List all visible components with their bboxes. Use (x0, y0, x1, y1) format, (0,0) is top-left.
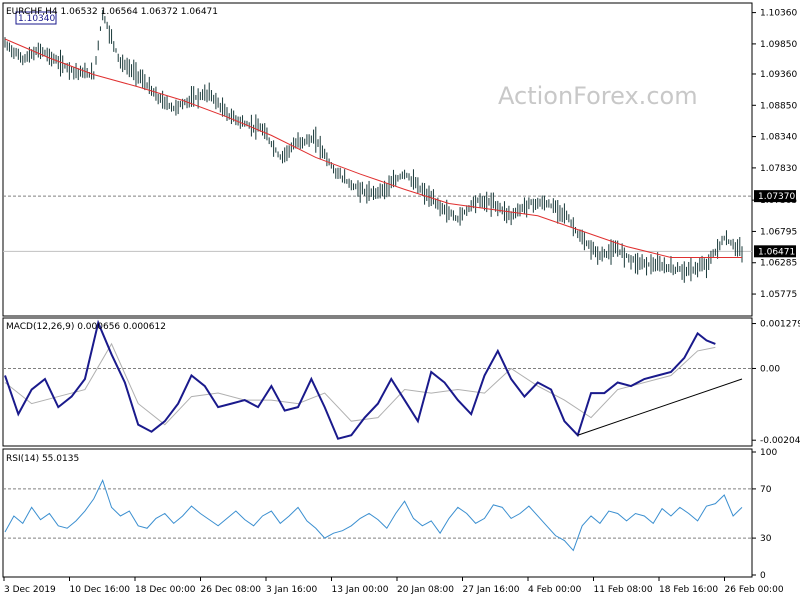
current-price-label: 1.06471 (758, 247, 795, 257)
x-tick-label: 3 Jan 16:00 (266, 585, 318, 595)
level-label-box (754, 190, 796, 203)
ohlc-values: 1.06532 1.06564 1.06372 1.06471 (61, 7, 218, 17)
x-tick-label: 4 Feb 00:00 (528, 585, 582, 595)
price-tick-label: 1.08340 (760, 133, 797, 143)
price-tick-label: 1.07830 (760, 164, 797, 174)
x-tick-label: 18 Feb 16:00 (659, 585, 718, 595)
moving-average-line (4, 38, 742, 259)
x-tick-label: 10 Dec 16:00 (70, 585, 131, 595)
rsi-tick-label: 0 (760, 571, 766, 581)
price-tick-label: 1.09360 (760, 70, 797, 80)
rsi-tick-label: 100 (760, 448, 777, 458)
rsi-tick-label: 70 (760, 485, 772, 495)
x-tick-label: 26 Dec 08:00 (201, 585, 262, 595)
macd-signal-line (4, 342, 716, 426)
rsi-line (4, 478, 743, 552)
macd-line (4, 319, 716, 440)
macd-panel-frame (2, 317, 753, 447)
price-panel-frame (2, 2, 753, 317)
rsi-tick-label: 30 (760, 534, 772, 544)
price-tick-label: 1.06285 (760, 259, 797, 269)
macd-tick-label: 0.001279 (760, 320, 800, 330)
symbol-label: EURCHF,H4 1.06532 1.06564 1.06372 1.0647… (6, 7, 218, 17)
x-axis: 3 Dec 2019 10 Dec 16:00 18 Dec 00:00 26 Dec… (3, 577, 784, 595)
x-tick-label: 27 Jan 16:00 (463, 585, 520, 595)
x-tick-label: 3 Dec 2019 (4, 585, 56, 595)
price-tick-label: 1.06795 (760, 227, 797, 237)
rsi-panel: 100 70 30 0 (3, 448, 777, 581)
macd-tick-label: 0.00 (760, 364, 780, 374)
macd-label: MACD(12,26,9) 0.000656 0.000612 (6, 322, 166, 332)
high-marker-label: 1.10340 (18, 14, 55, 24)
high-marker-box (15, 11, 57, 25)
watermark: ActionForex.com (498, 82, 698, 110)
macd-panel: 0.001279 0.00 -0.002042 (3, 319, 800, 446)
macd-trendline (577, 378, 743, 436)
price-tick-label: 1.10360 (760, 9, 797, 19)
macd-tick-label: -0.002042 (760, 436, 800, 446)
x-tick-label: 18 Dec 00:00 (135, 585, 196, 595)
price-tick-label: 1.08850 (760, 101, 797, 111)
price-tick-label: 1.09850 (760, 40, 797, 50)
x-tick-label: 11 Feb 08:00 (594, 585, 653, 595)
rsi-label: RSI(14) 55.0135 (6, 454, 79, 464)
level-label: 1.07370 (758, 192, 795, 202)
price-panel: 1.10360 1.09850 1.09360 1.08850 1.08340 1.078… (3, 9, 797, 300)
rsi-panel-frame (2, 448, 753, 578)
x-tick-label: 13 Jan 00:00 (332, 585, 389, 595)
x-tick-label: 26 Feb 00:00 (725, 585, 784, 595)
price-tick-label: 1.05775 (760, 290, 797, 300)
current-price-box (754, 245, 796, 258)
x-tick-label: 20 Jan 08:00 (397, 585, 454, 595)
